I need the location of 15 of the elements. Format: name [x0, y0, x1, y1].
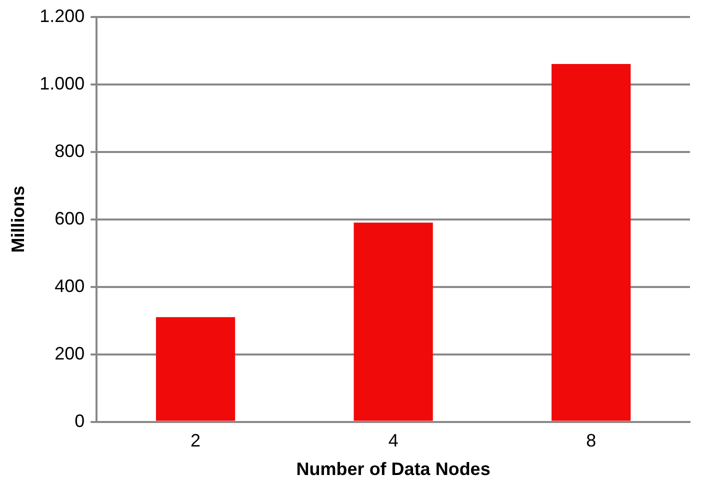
y-tick-label: 200 — [54, 343, 85, 364]
bar — [354, 222, 433, 421]
bar — [552, 64, 631, 421]
y-tick-label: 600 — [54, 208, 85, 228]
x-tick-label: 8 — [586, 430, 596, 451]
y-tick-label: 400 — [54, 276, 85, 296]
x-axis-title: Number of Data Nodes — [296, 459, 490, 480]
y-axis-title: Millions — [8, 186, 28, 253]
y-tick-label: 800 — [54, 140, 85, 161]
x-tick-label: 2 — [190, 430, 201, 451]
y-tick-label: 1.200 — [40, 6, 85, 26]
y-tick-label: 1.000 — [40, 73, 85, 94]
y-tick-label: 0 — [74, 410, 85, 431]
bar — [156, 317, 236, 421]
x-tick-label: 4 — [388, 430, 398, 451]
